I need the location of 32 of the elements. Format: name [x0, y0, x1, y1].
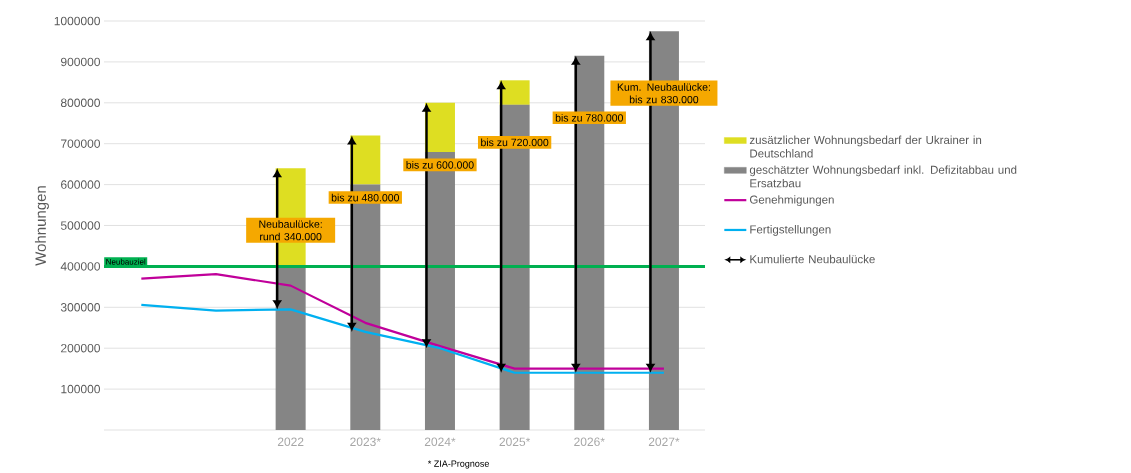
y-tick-label: 100000 [61, 384, 100, 394]
x-tick-label: 2025* [499, 437, 531, 447]
y-axis-title: Wohnungen [34, 186, 49, 266]
bar [499, 80, 530, 105]
y-tick-label: 400000 [60, 262, 100, 271]
y-tick-label: 900000 [61, 57, 100, 67]
x-tick-label: 2024* [424, 437, 456, 447]
annotation: bis zu 480.000 [331, 193, 400, 202]
y-tick-label: 300000 [60, 303, 100, 312]
text: * ZIA-Prognose [427, 460, 489, 469]
x-tick-label: 2026* [574, 437, 605, 447]
annotation: bis zu 780.000 [555, 113, 623, 122]
y-tick-label: 700000 [61, 139, 100, 148]
y-tick-label: 600000 [61, 180, 100, 189]
y-tick-label: 200000 [61, 343, 100, 353]
bar [275, 266, 306, 430]
annotation: bis zu 720.000 [481, 138, 549, 147]
y-tick-label: 1000000 [54, 16, 100, 26]
ref-line-label: Neubauziel [106, 258, 146, 265]
annotation: Neubaulücke: rund 340.000 [259, 220, 322, 241]
y-tick-label: 800000 [60, 98, 100, 108]
bar [350, 135, 381, 185]
x-tick-label: 2022 [277, 437, 304, 447]
x-tick-label: 2027* [648, 437, 680, 447]
x-tick-label: 2023* [350, 437, 381, 447]
text: Kumulierte Neubaulücke [750, 254, 875, 264]
legend-label: geschätzter Wohnungsbedarf inkl. Defizitabbau und Ersatzbau [749, 165, 1017, 188]
legend-label: Genehmigungen [749, 195, 834, 206]
legend-label: Fertigstellungen [750, 225, 831, 236]
annotation: Kum. Neubaulücke: bis zu 830.000 [617, 83, 710, 104]
y-tick-label: 500000 [60, 221, 100, 230]
annotation: bis zu 600.000 [406, 160, 474, 169]
